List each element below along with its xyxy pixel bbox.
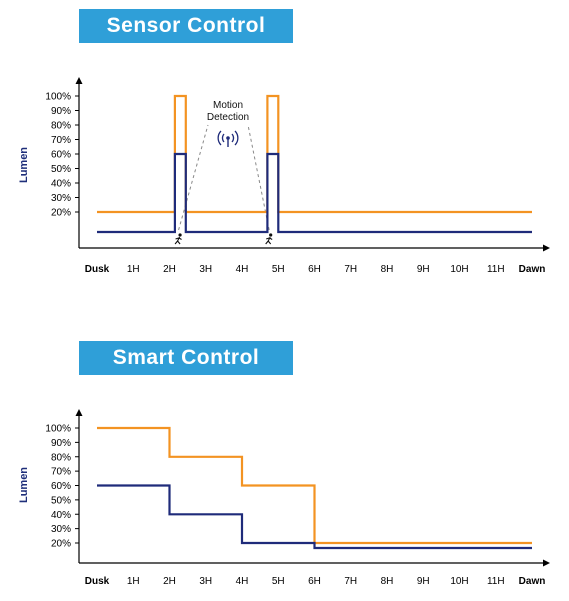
motion-person-icon — [174, 233, 182, 245]
x-tick-label: 3H — [199, 576, 212, 587]
y-tick-label: 40% — [51, 510, 71, 521]
y-tick-label: 100% — [45, 92, 71, 103]
y-tick-label: 60% — [51, 150, 71, 161]
x-axis-arrow-icon — [543, 244, 550, 252]
series-line-navy — [97, 484, 532, 550]
signal-arc-outer — [217, 130, 239, 146]
y-tick-label: 90% — [51, 106, 71, 117]
person-head — [178, 233, 182, 237]
x-tick-label: 6H — [308, 264, 321, 275]
x-tick-label: 2H — [163, 576, 176, 587]
annotation-detection-label: Detection — [207, 112, 249, 123]
y-tick-label: 70% — [51, 135, 71, 146]
person-body — [265, 236, 273, 245]
x-tick-label: 7H — [344, 576, 357, 587]
motion-detection-guide-line — [247, 124, 270, 231]
x-tick-label: 2H — [163, 264, 176, 275]
signal-dot — [226, 136, 230, 140]
x-axis-arrow-icon — [543, 559, 550, 567]
x-tick-label: 9H — [417, 576, 430, 587]
wireless-signal-icon — [217, 130, 239, 147]
x-tick-label: 8H — [381, 576, 394, 587]
x-tick-label: 11H — [487, 576, 505, 587]
annotation-motion-label: Motion — [213, 100, 243, 111]
y-tick-label: 70% — [51, 467, 71, 478]
x-tick-label: 10H — [450, 264, 468, 275]
y-tick-label: 40% — [51, 179, 71, 190]
series-line-navy — [97, 152, 532, 234]
chart-title-smart-control: Smart Control — [79, 341, 293, 375]
person-body — [174, 236, 182, 245]
x-tick-label: 7H — [344, 264, 357, 275]
chart-2: 20% 30% 40% 50% 60% 70% 80% 90% 100% Dusk 1H 2H 3H 4H… — [18, 409, 550, 587]
y-tick-label: 30% — [51, 524, 71, 535]
motion-person-icon — [265, 233, 273, 245]
x-tick-label: 1H — [127, 264, 140, 275]
y-tick-label: 80% — [51, 452, 71, 463]
y-tick-label: 20% — [51, 208, 71, 219]
x-tick-label: 11H — [487, 264, 505, 275]
y-tick-label: 50% — [51, 495, 71, 506]
x-tick-label: 10H — [450, 576, 468, 587]
y-tick-label: 100% — [45, 424, 71, 435]
chart-title-sensor-control: Sensor Control — [79, 9, 293, 43]
person-head — [269, 233, 273, 237]
x-tick-label: 3H — [199, 264, 212, 275]
x-tick-label: Dusk — [85, 264, 110, 275]
y-tick-label: 20% — [51, 539, 71, 550]
series-line-orange — [97, 426, 532, 545]
y-axis-label: Lumen — [18, 147, 30, 183]
x-tick-label: 4H — [236, 264, 249, 275]
y-tick-label: 60% — [51, 481, 71, 492]
x-tick-label: 4H — [236, 576, 249, 587]
x-tick-label: 9H — [417, 264, 430, 275]
x-tick-label: 8H — [381, 264, 394, 275]
series-line-orange — [97, 94, 532, 214]
x-tick-label: 5H — [272, 264, 285, 275]
y-tick-label: 80% — [51, 121, 71, 132]
motion-detection-guide-line — [178, 124, 209, 231]
x-tick-label: Dawn — [519, 264, 546, 275]
y-tick-label: 30% — [51, 193, 71, 204]
x-tick-label: 6H — [308, 576, 321, 587]
x-tick-label: 1H — [127, 576, 140, 587]
chart-1: 20% 30% 40% 50% 60% 70% 80% 90% 100% Dusk 1H 2H 3H 4H… — [18, 77, 550, 275]
y-axis-arrow-icon — [75, 409, 83, 416]
x-tick-label: Dusk — [85, 576, 110, 587]
y-tick-label: 90% — [51, 438, 71, 449]
y-axis-label: Lumen — [18, 467, 30, 503]
x-tick-label: 5H — [272, 576, 285, 587]
y-axis-arrow-icon — [75, 77, 83, 84]
x-tick-label: Dawn — [519, 576, 546, 587]
y-tick-label: 50% — [51, 164, 71, 175]
